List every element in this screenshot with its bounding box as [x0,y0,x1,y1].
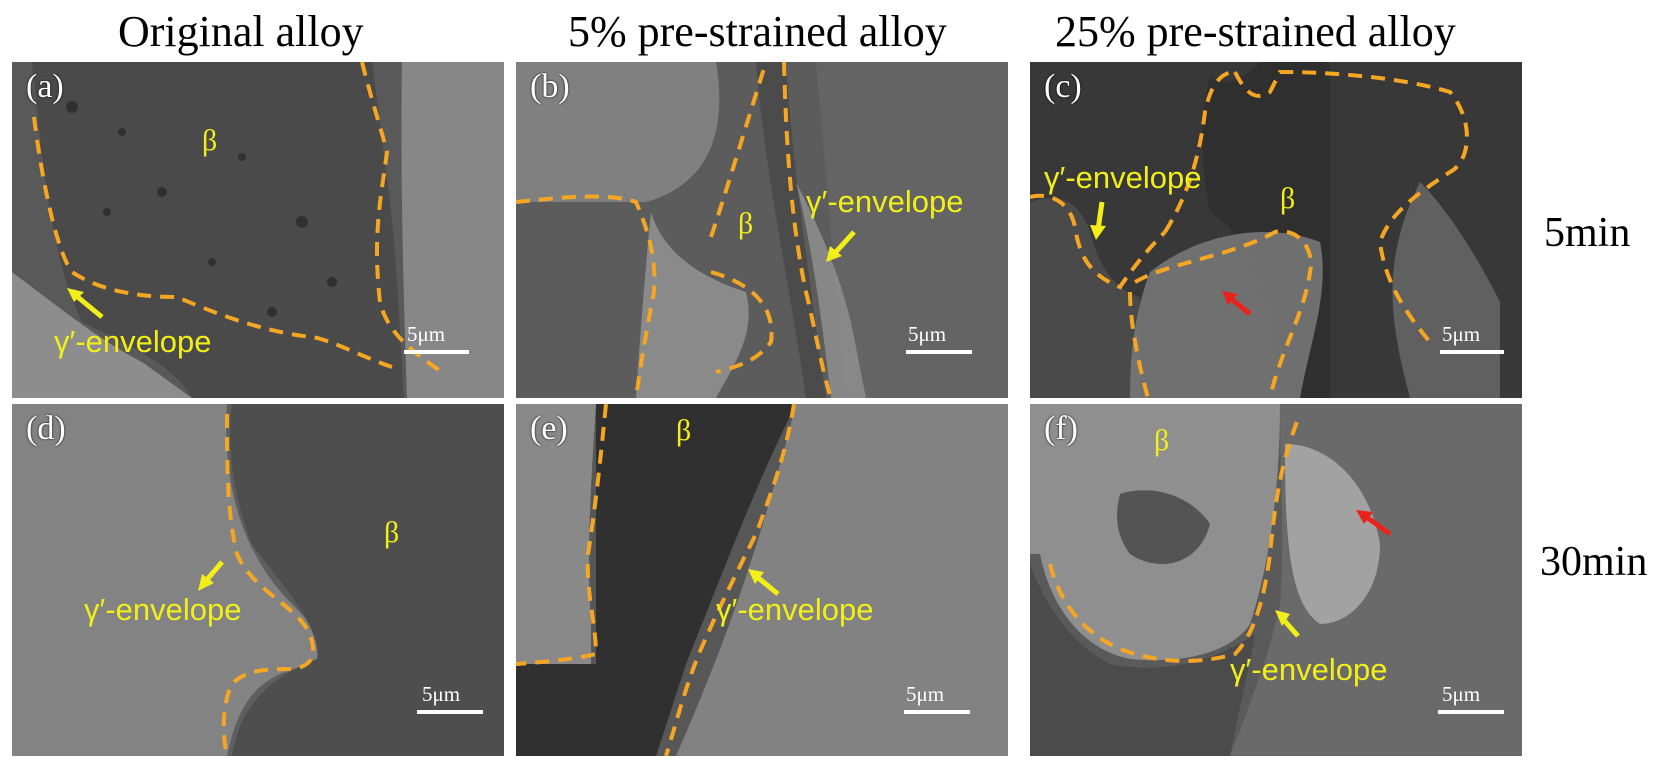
arrow-b [832,230,856,256]
beta-label-c: β [1280,182,1296,215]
sem-panel-b: (b) β γ′-envelope 5μm [516,62,1008,398]
phase-boundary-a1 [32,116,393,369]
panel-label-f: (f) [1044,410,1078,447]
phase-boundary-b2 [709,62,768,238]
beta-label-b: β [738,207,754,240]
phase-boundary-b4 [782,62,833,398]
phase-boundary-b1 [516,194,657,398]
phase-boundary-c1 [1030,193,1167,290]
scale-text-a: 5μm [407,322,446,346]
panel-label-e: (e) [530,410,568,447]
sem-panel-d: (d) β γ′-envelope 5μm [12,404,504,756]
beta-label-e: β [676,414,692,447]
phase-boundary-c3 [1233,69,1469,344]
scale-bar-a [404,350,469,354]
envelope-label-b: γ′-envelope [806,184,964,219]
row-title-30min: 30min [1540,539,1648,585]
scale-text-d: 5μm [422,682,461,706]
row-title-5min: 5min [1544,210,1631,256]
sem-image-c [1030,62,1522,398]
beta-label-f: β [1154,424,1170,457]
sem-image-d [12,404,504,756]
scale-bar-e [904,710,970,714]
phase-boundary-c2 [1163,70,1236,234]
scale-bar-b [906,350,972,354]
phase-boundary-c4 [1134,229,1313,398]
phase-boundary-d1 [221,413,316,756]
sem-image-e [516,404,1008,756]
sem-image-a [12,62,504,398]
scale-text-e: 5μm [906,682,945,706]
phase-boundary-e1 [516,404,608,666]
scale-bar-c [1440,350,1504,354]
arrow-c-yellow [1095,201,1105,231]
beta-label-a: β [202,124,218,157]
sem-panel-f: (f) β γ′-envelope 5μm [1030,404,1522,756]
arrow-a [72,292,104,319]
sem-image-b [516,62,1008,398]
arrow-e [754,574,780,596]
sem-panel-e: (e) β γ′-envelope 5μm [516,404,1008,756]
sem-panel-c: (c) β γ′-envelope 5μm [1030,62,1522,398]
envelope-label-a: γ′-envelope [54,324,212,359]
beta-label-d: β [384,516,400,549]
envelope-label-c: γ′-envelope [1044,160,1202,195]
panel-label-d: (d) [26,410,66,447]
panel-label-c: (c) [1044,68,1082,105]
arrow-c-red [1228,296,1252,316]
sem-image-f [1030,404,1522,756]
phase-boundary-a2 [360,62,444,374]
phase-boundary-c5 [1128,291,1150,398]
sem-panel-a: (a) β γ′-envelope 5μm [12,62,504,398]
phase-boundary-e2 [664,404,796,756]
column-title-original: Original alloy [118,7,364,56]
panel-label-b: (b) [530,68,570,105]
envelope-label-f: γ′-envelope [1230,652,1388,687]
scale-bar-f [1438,710,1504,714]
panel-label-a: (a) [26,68,64,105]
scale-bar-d [417,710,483,714]
envelope-label-e: γ′-envelope [716,592,874,627]
phase-boundary-b3 [710,270,774,374]
envelope-label-d: γ′-envelope [84,592,242,627]
scale-text-f: 5μm [1442,682,1481,706]
arrow-f-red [1363,513,1392,537]
scale-text-c: 5μm [1442,322,1481,346]
column-title-25pct: 25% pre-strained alloy [1055,7,1456,56]
phase-boundary-f1 [1048,413,1302,663]
column-title-5pct: 5% pre-strained alloy [568,7,947,56]
scale-text-b: 5μm [908,322,947,346]
